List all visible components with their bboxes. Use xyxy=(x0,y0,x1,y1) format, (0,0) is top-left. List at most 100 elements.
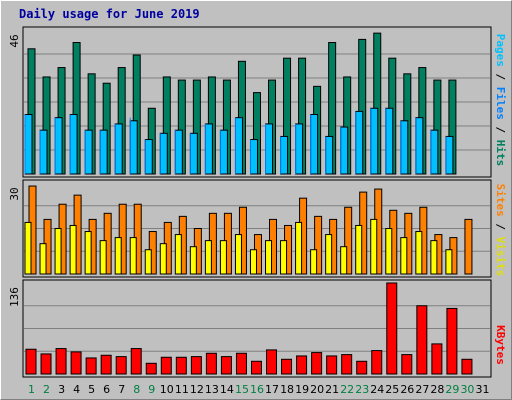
day-label: 14 xyxy=(220,383,234,396)
visits-bar xyxy=(344,206,353,275)
day-label: 22 xyxy=(340,383,354,396)
axis-label-sites: Sites xyxy=(494,184,507,217)
day-label: 15 xyxy=(235,383,249,396)
ymax-label-hits: 46 xyxy=(8,34,21,47)
sites-bar xyxy=(129,237,137,275)
bars xyxy=(24,32,473,375)
sites-bar xyxy=(114,237,122,275)
sites-bar xyxy=(174,234,182,275)
files-bar xyxy=(370,107,379,175)
axis-label-hits: Hits xyxy=(494,140,507,167)
sites-bar xyxy=(159,243,167,275)
day-label: 8 xyxy=(133,383,140,396)
files-bar xyxy=(415,117,424,175)
kbytes-bar xyxy=(431,343,443,375)
files-bar xyxy=(69,114,78,175)
ymax-label-visits: 30 xyxy=(8,187,21,200)
files-bar xyxy=(84,129,93,175)
axis-label-visits: Visits xyxy=(494,237,507,277)
sites-bar xyxy=(99,240,107,275)
sites-bar xyxy=(54,228,62,275)
sites-bar xyxy=(370,218,378,275)
files-bar xyxy=(325,135,334,175)
day-label: 1 xyxy=(28,383,35,396)
axis-label-pages: Pages xyxy=(494,34,507,67)
files-bar xyxy=(355,110,364,175)
kbytes-bar xyxy=(401,354,413,375)
kbytes-bar xyxy=(115,356,127,375)
kbytes-bar xyxy=(250,360,262,375)
axis-label-sites-visits: Sites / Visits xyxy=(494,184,507,277)
sites-bar xyxy=(385,228,393,275)
files-bar xyxy=(99,129,108,175)
files-bar xyxy=(114,123,123,175)
day-label: 28 xyxy=(430,383,444,396)
files-bar xyxy=(129,120,138,175)
sites-bar xyxy=(295,221,303,275)
visits-bar xyxy=(464,218,473,275)
kbytes-bar xyxy=(160,356,172,375)
files-bar xyxy=(204,123,213,175)
kbytes-bar xyxy=(205,352,217,375)
day-label: 4 xyxy=(73,383,80,396)
files-bar xyxy=(445,135,454,175)
kbytes-bar xyxy=(266,349,278,375)
day-label: 26 xyxy=(400,383,414,396)
day-label: 17 xyxy=(265,383,279,396)
day-label: 10 xyxy=(160,383,174,396)
files-bar xyxy=(265,123,274,175)
day-label: 21 xyxy=(325,383,339,396)
day-label: 13 xyxy=(205,383,219,396)
sites-bar xyxy=(355,224,363,275)
sites-bar xyxy=(24,221,32,275)
kbytes-bar xyxy=(100,354,112,375)
day-label: 29 xyxy=(445,383,459,396)
kbytes-bar xyxy=(446,307,458,375)
day-label: 7 xyxy=(118,383,125,396)
files-bar xyxy=(174,129,183,175)
kbytes-bar xyxy=(25,348,37,375)
kbytes-bar xyxy=(356,360,368,375)
sites-bar xyxy=(325,234,333,275)
kbytes-bar xyxy=(130,348,142,375)
axis-label-kbytes: KBytes xyxy=(494,325,507,365)
sites-bar xyxy=(144,249,152,275)
chart-title: Daily usage for June 2019 xyxy=(19,7,200,21)
day-label: 3 xyxy=(58,383,65,396)
files-bar xyxy=(430,129,439,175)
kbytes-bar xyxy=(281,358,293,375)
sites-bar xyxy=(445,249,453,275)
day-label: 6 xyxy=(103,383,110,396)
day-label: 19 xyxy=(295,383,309,396)
kbytes-bar xyxy=(175,356,187,375)
x-axis-day-labels: 1 2 3 4 5 6 7 8 9 10 11 12 13 14 15 16 17 18 19 20 21 22 23 24 2… xyxy=(28,383,489,396)
kbytes-bar xyxy=(386,282,398,375)
files-bar xyxy=(189,132,198,175)
day-label: 11 xyxy=(175,383,189,396)
files-bar xyxy=(219,129,228,175)
day-label: 9 xyxy=(148,383,155,396)
sites-bar xyxy=(219,240,227,275)
day-label: 27 xyxy=(415,383,429,396)
day-label: 5 xyxy=(88,383,95,396)
day-label: 23 xyxy=(355,383,369,396)
files-bar xyxy=(280,135,289,175)
axis-label-files: Files xyxy=(494,87,507,120)
y-max-labels: 46 30 136 xyxy=(8,34,21,307)
files-bar xyxy=(310,114,319,175)
sites-bar xyxy=(400,237,408,275)
kbytes-bar xyxy=(326,355,338,375)
files-bar xyxy=(159,132,168,175)
kbytes-bar xyxy=(190,356,202,375)
sites-bar xyxy=(234,234,242,275)
kbytes-bar xyxy=(70,351,82,375)
kbytes-bar xyxy=(40,353,52,375)
sites-bar xyxy=(430,240,438,275)
day-label: 24 xyxy=(370,383,384,396)
files-bar xyxy=(295,123,304,175)
kbytes-bar xyxy=(416,305,428,375)
kbytes-bar xyxy=(145,362,157,375)
files-bar xyxy=(340,126,349,175)
sites-bar xyxy=(310,249,318,275)
